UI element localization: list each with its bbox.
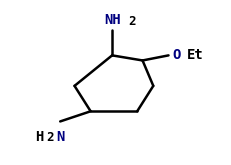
Text: N: N [56, 130, 64, 144]
Text: H: H [35, 130, 44, 144]
Text: 2: 2 [47, 131, 54, 144]
Text: NH: NH [105, 13, 122, 27]
Text: Et: Et [187, 48, 204, 62]
Text: O: O [172, 48, 180, 62]
Text: 2: 2 [128, 15, 136, 28]
